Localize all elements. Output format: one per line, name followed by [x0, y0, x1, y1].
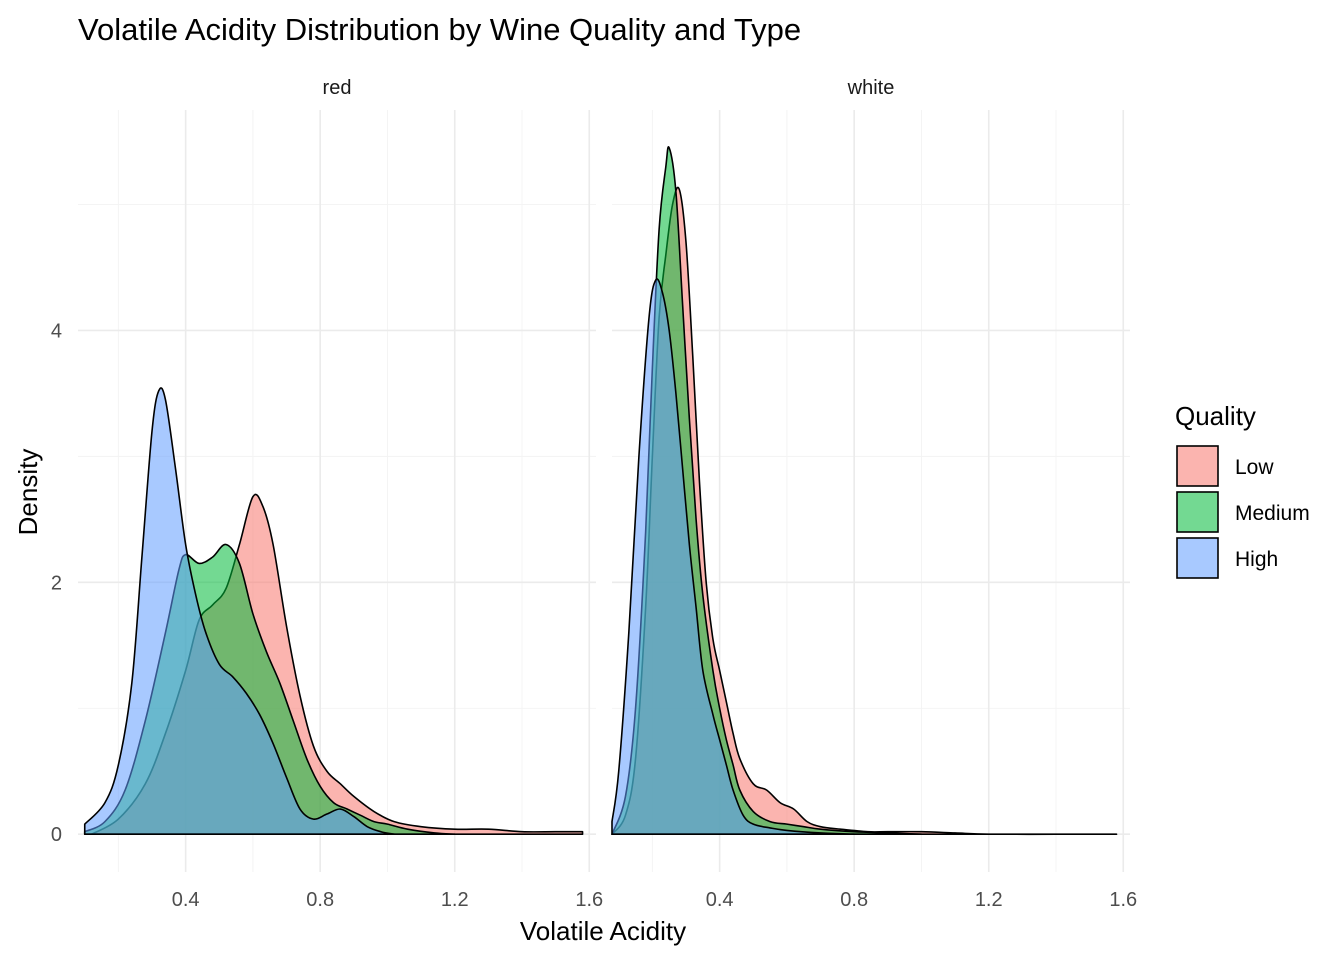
x-tick-label: 0.8: [840, 889, 868, 911]
facet-label-white: white: [847, 77, 895, 99]
facet-red: red 0.4 0.8 1.2 1.6 0 2 4: [51, 77, 603, 911]
x-tick-label: 0.4: [172, 889, 200, 911]
facet-panels: red 0.4 0.8 1.2 1.6 0 2 4 white 0.4 0.8 1.2 1.6: [51, 77, 1137, 911]
x-tick-label: 0.4: [706, 889, 734, 911]
facet-label-red: red: [323, 77, 352, 99]
facet-white: white 0.4 0.8 1.2 1.6: [611, 77, 1137, 911]
y-axis-title: Density: [13, 449, 43, 536]
y-tick-label: 4: [51, 320, 62, 342]
legend-title: Quality: [1175, 401, 1256, 431]
x-tick-label: 1.6: [575, 889, 603, 911]
legend-entries: Low Medium High: [1176, 445, 1310, 579]
density-area-red-high: [83, 387, 395, 836]
x-tick-label: 1.2: [441, 889, 469, 911]
x-tick-label: 0.8: [306, 889, 334, 911]
legend-label-high: High: [1235, 548, 1278, 571]
legend-entry-low: Low: [1176, 445, 1274, 487]
y-tick-label: 2: [51, 572, 62, 594]
legend-swatch-low: [1176, 445, 1219, 487]
legend-swatch-high: [1176, 537, 1219, 579]
density-area-white-high: [611, 278, 855, 836]
x-tick-label: 1.2: [975, 889, 1003, 911]
y-tick-label: 0: [51, 824, 62, 846]
legend-swatch-medium: [1176, 491, 1219, 533]
x-tick-label: 1.6: [1109, 889, 1137, 911]
legend-entry-medium: Medium: [1176, 491, 1310, 533]
x-axis-title: Volatile Acidity: [520, 916, 686, 946]
legend-label-low: Low: [1235, 456, 1274, 479]
legend-entry-high: High: [1176, 537, 1278, 579]
legend-label-medium: Medium: [1235, 502, 1310, 525]
legend: Quality Low Medium High: [1175, 401, 1310, 579]
chart-title: Volatile Acidity Distribution by Wine Qu…: [78, 12, 801, 47]
